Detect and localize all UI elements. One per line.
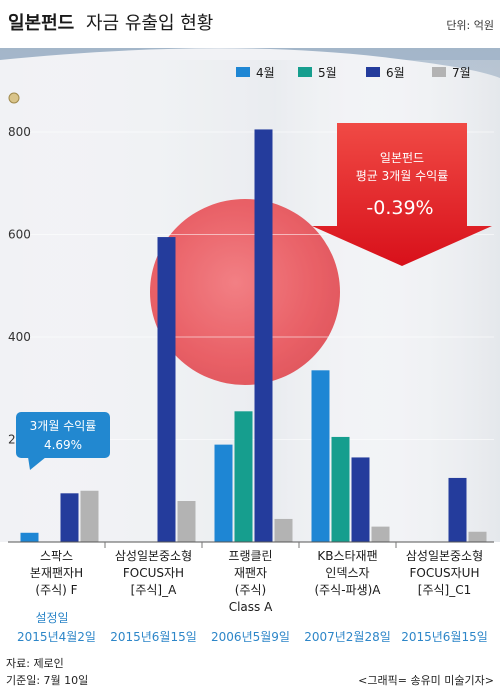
footer: 자료: 제로인 기준일: 7월 10일 <그래픽= 송유미 미술기자> (6, 657, 494, 687)
legend-label: 5월 (318, 66, 337, 80)
bar-6m-2 (254, 129, 273, 542)
avg-callout-line2: 평균 3개월 수익률 (356, 169, 449, 183)
spax-callout-value: 4.69% (44, 438, 82, 452)
category-label-line: (주식-파생)A (314, 583, 381, 597)
bar-4m-3 (311, 370, 330, 542)
callout-pointer-icon (28, 457, 46, 470)
bar-7m-2 (274, 518, 293, 542)
bar-6m-0 (60, 493, 79, 542)
bar-7m-4 (468, 531, 487, 542)
bar-4m-2 (214, 444, 233, 542)
callout-box (16, 412, 110, 458)
legend-label: 4월 (256, 66, 275, 80)
legend-swatch (298, 67, 312, 77)
title-rest: 자금 유출입 현황 (86, 13, 213, 34)
inception-dates: 2015년4월2일 2015년6월15일 2006년5월9일 2007년2월28일 20… (17, 630, 488, 644)
inception-date: 2015년6월15일 (401, 630, 488, 644)
category-label-line: 삼성일본중소형 (406, 549, 483, 563)
unit-label: 단위: 억원 (446, 19, 494, 32)
category-label-line: 삼성일본중소형 (115, 549, 192, 563)
legend-swatch (236, 67, 250, 77)
title-bold: 일본펀드 (8, 13, 74, 34)
source-label: 자료: 제로인 (6, 657, 64, 670)
category-label-line: 재팬자 (234, 566, 267, 580)
legend-label: 7월 (452, 66, 471, 80)
category-label-line: FOCUS자UH (410, 566, 480, 580)
down-arrow-icon (312, 123, 492, 266)
y-axis-ticks: 200400600800 (8, 125, 31, 447)
category-label-line: 스팍스 (40, 549, 73, 563)
since-label: 설정일 (35, 611, 68, 625)
bar-5m-2 (234, 411, 253, 542)
avg-callout-line1: 일본펀드 (380, 151, 424, 165)
inception-date: 2015년6월15일 (110, 630, 197, 644)
header: 일본펀드 자금 유출입 현황 단위: 억원 (8, 13, 494, 34)
legend-swatch (432, 67, 446, 77)
base-date-label: 기준일: 7월 10일 (6, 673, 88, 687)
avg-callout-value: -0.39% (366, 197, 433, 219)
credit-label: <그래픽= 송유미 미술기자> (358, 674, 494, 687)
bar-6m-1 (157, 237, 176, 542)
bar-6m-4 (448, 477, 467, 542)
category-label-line: (주식) F (35, 583, 77, 597)
spax-return-callout: 3개월 수익률 4.69% (16, 412, 110, 470)
category-label-line: FOCUS자H (123, 566, 184, 580)
bar-7m-1 (177, 501, 196, 542)
y-tick-label: 400 (8, 330, 31, 344)
category-label-line: KB스타재팬 (317, 549, 377, 563)
bar-6m-3 (351, 457, 370, 542)
bars (20, 129, 487, 542)
category-label-line: (주식) (235, 583, 266, 597)
spax-callout-line1: 3개월 수익률 (30, 419, 97, 433)
category-label-line: 인덱스자 (325, 566, 369, 580)
category-label-line: 본재팬자H (30, 566, 83, 580)
bar-7m-3 (371, 526, 390, 542)
category-label-line: 프랭클린 (228, 549, 272, 563)
legend-label: 6월 (386, 66, 405, 80)
legend-swatch (366, 67, 380, 77)
bar-5m-3 (331, 436, 350, 542)
legend: 4월 5월 6월 7월 (236, 66, 471, 80)
category-label-line: Class A (229, 600, 273, 614)
bar-7m-0 (80, 490, 99, 542)
category-label-line: [주식]_A (131, 583, 177, 597)
inception-date: 2006년5월9일 (211, 630, 290, 644)
y-tick-label: 800 (8, 125, 31, 139)
y-tick-label: 600 (8, 228, 31, 242)
inception-date: 2007년2월28일 (304, 630, 391, 644)
inception-date: 2015년4월2일 (17, 630, 96, 644)
category-label-line: [주식]_C1 (418, 583, 471, 597)
avg-return-callout: 일본펀드 평균 3개월 수익률 -0.39% (312, 123, 492, 266)
bar-4m-0 (20, 532, 39, 542)
